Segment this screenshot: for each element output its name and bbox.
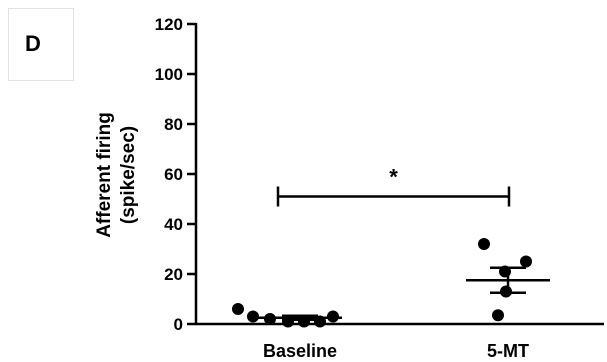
x-category-label: Baseline: [263, 341, 337, 361]
x-category-label: 5-MT: [487, 341, 529, 361]
data-marks: [232, 238, 550, 328]
significance-annotation: *: [276, 165, 511, 207]
y-tick-label: 100: [155, 65, 183, 84]
data-point: [478, 238, 490, 250]
significance-label: *: [389, 165, 398, 190]
y-tick-label: 60: [164, 165, 183, 184]
x-axis: Baseline 5-MT: [195, 322, 604, 361]
y-tick-label: 0: [174, 315, 183, 334]
panel-label-box: D: [8, 8, 74, 81]
data-point: [520, 255, 532, 268]
panel-label: D: [25, 31, 41, 56]
y-tick-label: 80: [164, 115, 183, 134]
y-axis-label-line2: (spike/sec): [118, 126, 139, 224]
data-point: [232, 303, 244, 315]
y-tick-label: 20: [164, 265, 183, 284]
data-point: [247, 310, 259, 323]
y-axis: 0 20 40 60 80 100 120: [155, 15, 198, 334]
y-axis-label-line1: Afferent firing: [94, 112, 115, 238]
y-tick-label: 40: [164, 215, 183, 234]
y-tick-label: 120: [155, 15, 183, 34]
data-point: [492, 309, 504, 322]
